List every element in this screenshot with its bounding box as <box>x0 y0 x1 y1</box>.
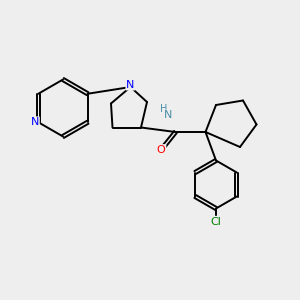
Text: N: N <box>126 80 135 90</box>
Text: N: N <box>31 117 39 127</box>
Text: O: O <box>157 145 166 155</box>
Text: N: N <box>164 110 172 121</box>
Text: H: H <box>160 104 167 115</box>
Text: Cl: Cl <box>211 217 221 227</box>
